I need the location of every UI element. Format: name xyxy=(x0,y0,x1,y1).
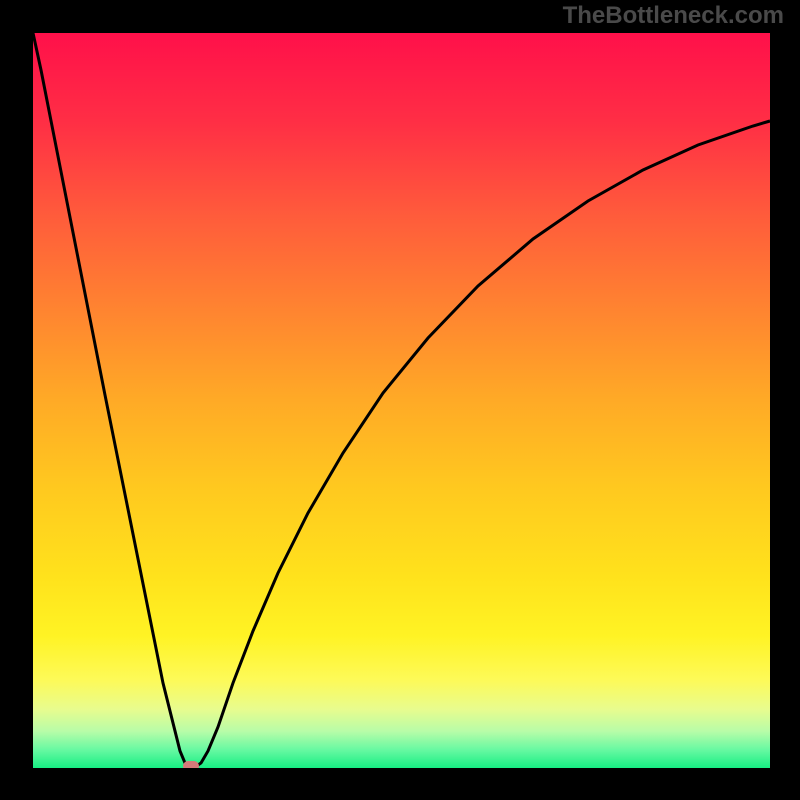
minimum-marker xyxy=(183,761,199,768)
watermark-text: TheBottleneck.com xyxy=(563,2,784,30)
chart-plot-area xyxy=(33,33,770,768)
gradient-background xyxy=(33,33,770,768)
